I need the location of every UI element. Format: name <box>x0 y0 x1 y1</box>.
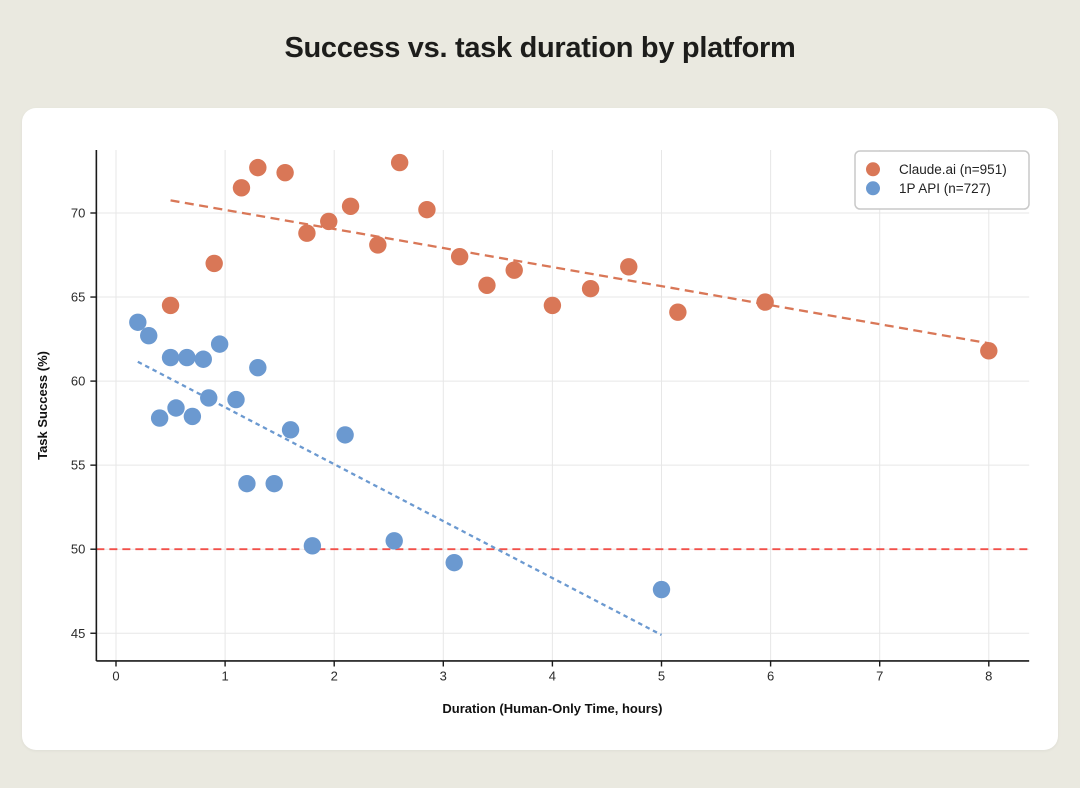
data-point-1p-api <box>265 474 283 493</box>
y-tick-label: 55 <box>71 458 85 473</box>
data-point-claude-ai <box>669 303 687 321</box>
legend-label-claude-ai: Claude.ai (n=951) <box>899 162 1007 177</box>
trendline-claude-ai <box>170 199 989 345</box>
data-point-claude-ai <box>756 293 774 311</box>
legend-label-1p-api: 1P API (n=727) <box>899 181 991 196</box>
legend-swatch-claude-ai <box>866 162 880 177</box>
x-tick-label: 6 <box>767 668 774 683</box>
data-point-1p-api <box>303 537 322 555</box>
y-tick-label: 45 <box>71 626 85 641</box>
x-tick-label: 5 <box>658 668 665 683</box>
data-point-claude-ai <box>478 276 496 294</box>
data-point-1p-api <box>200 389 218 407</box>
data-point-claude-ai <box>450 248 469 266</box>
data-point-claude-ai <box>161 296 180 315</box>
data-point-claude-ai <box>505 261 523 279</box>
data-point-1p-api <box>652 580 671 599</box>
data-point-1p-api <box>281 421 300 439</box>
data-point-1p-api <box>385 532 403 550</box>
data-point-claude-ai <box>232 179 251 197</box>
y-tick-label: 65 <box>71 290 85 305</box>
data-point-1p-api <box>227 390 245 409</box>
data-point-1p-api <box>238 474 256 493</box>
x-tick-label: 7 <box>876 668 883 683</box>
chart-card: 0 1 2 3 4 5 6 7 8 45 50 55 60 65 70 Duration (Human-Onl… <box>22 108 1058 750</box>
legend-box <box>854 150 1030 210</box>
data-point-claude-ai <box>249 158 267 177</box>
data-point-1p-api <box>249 358 267 377</box>
y-axis-title: Task Success (%) <box>35 351 50 460</box>
x-tick-label: 2 <box>331 668 338 683</box>
data-point-1p-api <box>210 335 229 353</box>
x-tick-label: 1 <box>221 668 228 683</box>
x-tick-label: 4 <box>549 668 556 683</box>
x-tick-label: 3 <box>440 668 447 683</box>
y-tick-label: 70 <box>71 206 85 221</box>
data-point-1p-api <box>183 407 202 426</box>
x-tick-label: 0 <box>112 668 119 683</box>
data-point-claude-ai <box>418 200 436 219</box>
y-tick-label: 50 <box>71 542 85 557</box>
data-point-1p-api <box>140 327 158 345</box>
data-point-1p-api <box>167 399 185 417</box>
data-point-1p-api <box>445 553 463 572</box>
data-point-claude-ai <box>341 197 360 215</box>
data-point-claude-ai <box>298 224 316 242</box>
data-point-1p-api <box>150 409 169 427</box>
data-point-1p-api <box>194 350 212 368</box>
data-point-claude-ai <box>276 163 294 182</box>
data-point-1p-api <box>129 313 147 331</box>
page-title: Success vs. task duration by platform <box>284 32 796 64</box>
y-tick-label: 60 <box>71 374 85 389</box>
data-point-claude-ai <box>369 236 387 254</box>
data-point-1p-api <box>161 348 180 367</box>
data-point-claude-ai <box>320 212 338 231</box>
data-point-1p-api <box>178 348 196 367</box>
x-axis-title: Duration (Human-Only Time, hours) <box>442 701 662 716</box>
data-point-claude-ai <box>205 254 223 273</box>
legend-swatch-1p-api <box>866 181 880 196</box>
data-point-claude-ai <box>980 342 998 360</box>
data-point-claude-ai <box>581 279 600 298</box>
data-point-1p-api <box>336 426 354 444</box>
data-point-claude-ai <box>543 296 562 315</box>
data-point-claude-ai <box>390 153 409 172</box>
trendline-1p-api <box>137 360 663 636</box>
x-tick-label: 8 <box>985 668 992 683</box>
data-point-claude-ai <box>620 258 638 276</box>
